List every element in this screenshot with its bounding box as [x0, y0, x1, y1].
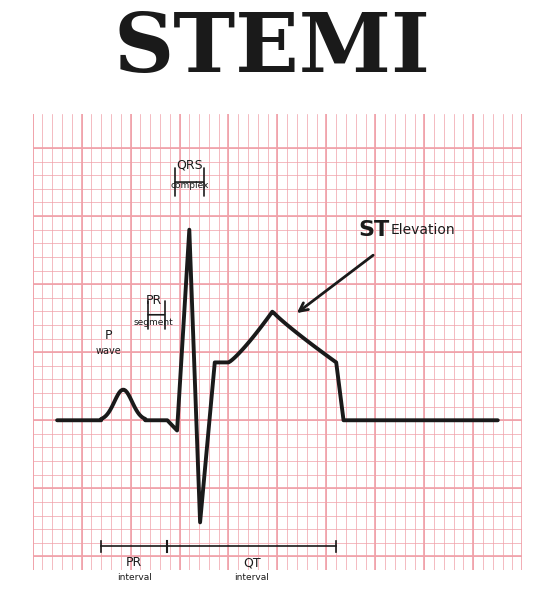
Text: QRS: QRS — [176, 159, 202, 172]
Text: complex: complex — [170, 181, 208, 190]
Text: PR: PR — [146, 293, 162, 307]
Text: segment: segment — [134, 318, 174, 327]
Text: Elevation: Elevation — [391, 223, 456, 237]
Text: interval: interval — [234, 574, 269, 583]
Text: QT: QT — [243, 556, 261, 569]
Text: interval: interval — [117, 574, 152, 583]
Text: ST: ST — [358, 220, 390, 240]
Text: P: P — [105, 329, 112, 342]
Text: wave: wave — [96, 346, 121, 356]
Text: PR: PR — [126, 556, 143, 569]
Text: STEMI: STEMI — [114, 8, 430, 89]
